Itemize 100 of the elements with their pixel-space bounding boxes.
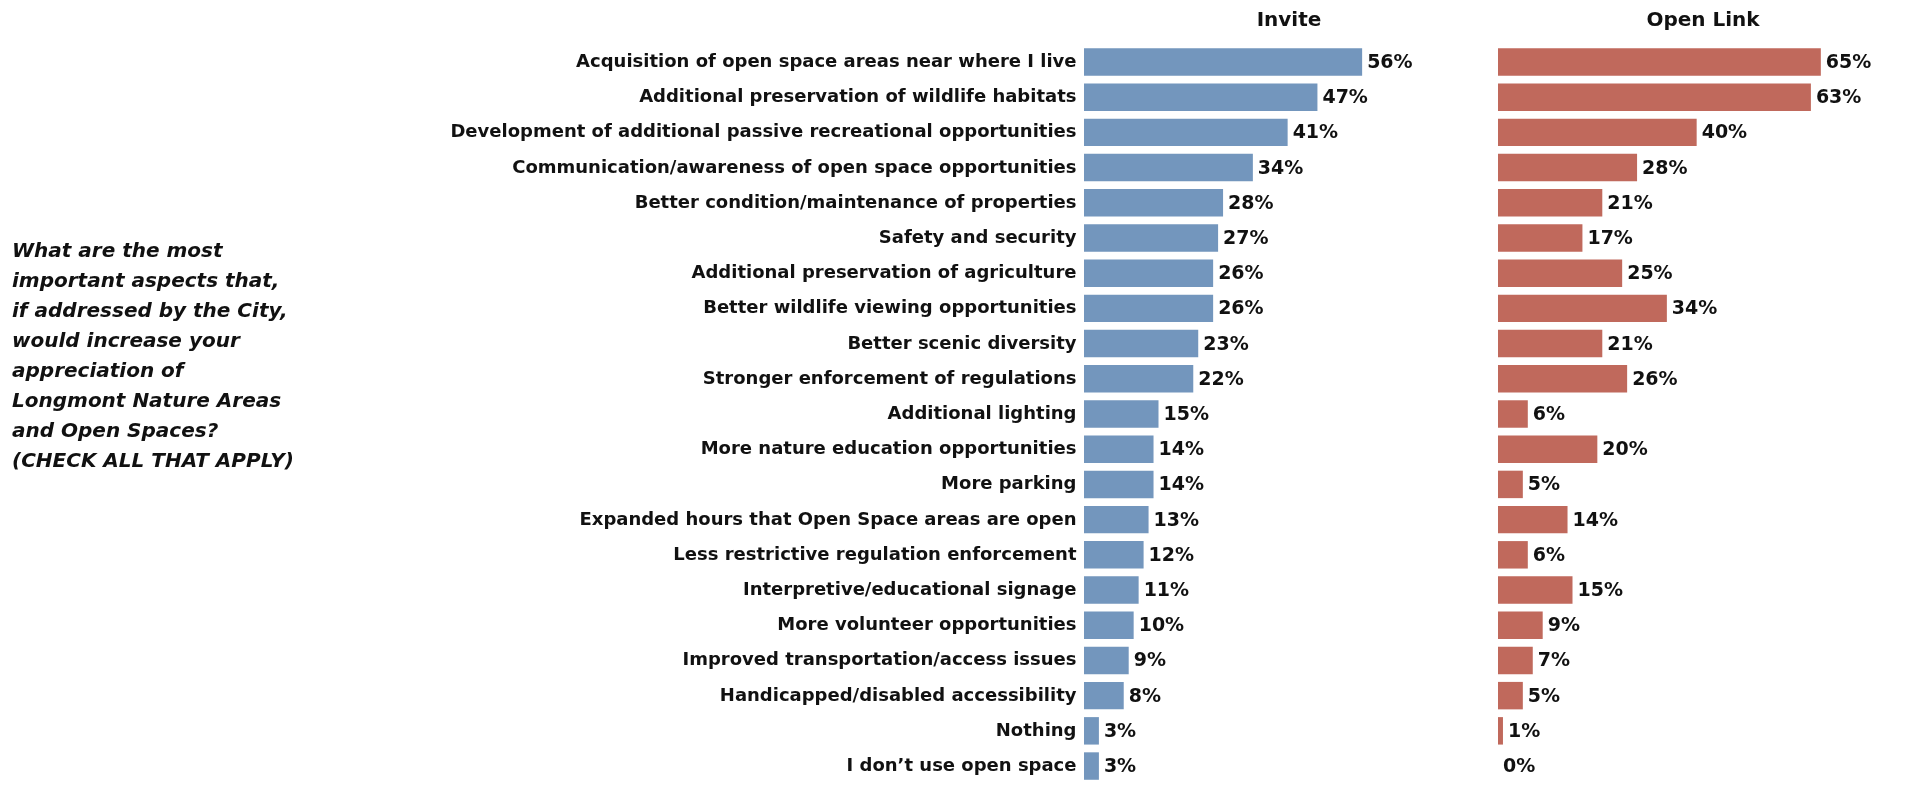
bar [1084,48,1363,76]
y-tick-label: More nature education opportunities [700,437,1077,459]
data-label: 21% [1607,190,1653,213]
bar [1084,294,1214,323]
data-label: 7% [1537,648,1571,671]
data-label: 17% [1587,225,1633,248]
y-tick-label: Better scenic diversity [847,331,1077,353]
bar [1498,259,1623,287]
y-tick-label: Additional preservation of agriculture [691,261,1077,283]
data-label: 8% [1128,683,1161,706]
y-tick-label: Nothing [995,718,1077,740]
data-label: 5% [1527,683,1561,706]
y-tick-label: More volunteer opportunities [777,613,1077,635]
data-label: 6% [1532,402,1566,424]
bar [1498,717,1503,745]
bar [1498,83,1811,111]
bar [1084,400,1159,428]
data-label: 11% [1143,578,1190,601]
chart-title: Open Link [1646,7,1761,31]
bar [1084,611,1134,639]
chart-title: Invite [1256,7,1322,31]
data-label: 47% [1322,85,1368,108]
y-tick-label: Acquisition of open space areas near where I live [576,49,1077,71]
y-tick-label: Additional preservation of wildlife habitats [639,85,1077,107]
data-label: 6% [1532,542,1566,565]
bar [1498,576,1573,604]
bar [1084,435,1154,463]
data-label: 14% [1572,507,1619,530]
bar [1498,505,1568,534]
y-tick-label: Expanded hours that Open Space areas are open [579,507,1077,529]
data-label: 10% [1138,613,1185,636]
y-tick-label: Stronger enforcement of regulations [702,366,1077,388]
bar [1498,118,1697,147]
bar [1084,259,1214,287]
bar [1498,646,1533,675]
data-label: 41% [1292,120,1339,143]
y-tick-label: Better wildlife viewing opportunities [703,296,1077,318]
y-tick-label: Less restrictive regulation enforcement [673,542,1077,564]
bar [1498,224,1583,252]
bar [1498,153,1638,182]
data-label: 23% [1203,331,1249,354]
bar [1084,118,1288,147]
data-label: 34% [1671,296,1718,319]
bar [1084,505,1149,534]
data-label: 28% [1228,190,1274,213]
bar [1498,294,1667,323]
data-label: 27% [1223,225,1269,248]
bar [1498,48,1821,76]
bar [1084,189,1224,217]
y-tick-label: Interpretive/educational signage [742,578,1077,600]
y-axis-title: What are the most important aspects that, if addressed by the City, would increase your appreciation of Longmont Nature Areas and Open Spaces? (CHECK ALL THAT APPLY) [12,237,295,474]
bar [1498,470,1523,499]
bar [1498,365,1628,393]
data-label: 34% [1257,155,1304,178]
y-tick-label: I don’t use open space [846,754,1077,776]
y-tick-label: Handicapped/disabled accessibility [719,683,1077,705]
data-label: 9% [1547,613,1580,636]
data-label: 13% [1153,507,1200,530]
y-tick-label: Improved transportation/access issues [682,648,1077,670]
data-label: 22% [1198,366,1244,389]
y-tick-label: Additional lighting [887,402,1077,423]
bar [1084,470,1154,499]
data-label: 1% [1507,718,1541,741]
bar [1084,681,1124,710]
data-label: 3% [1103,754,1137,777]
data-label: 9% [1133,648,1166,671]
bar [1498,681,1523,710]
data-label: 3% [1103,718,1137,741]
data-label: 21% [1607,331,1653,354]
data-label: 56% [1367,49,1413,72]
y-tick-label: Safety and security [878,225,1077,247]
data-label: 28% [1642,155,1688,178]
data-label: 15% [1577,578,1623,601]
bar [1498,611,1543,639]
y-tick-label: Better condition/maintenance of properties [634,190,1077,212]
data-label: 12% [1148,542,1195,565]
y-tick-label: More parking [941,472,1077,494]
bar [1498,329,1603,358]
data-label: 15% [1163,402,1209,424]
bar [1084,576,1139,604]
bar [1084,646,1129,675]
data-label: 65% [1825,49,1872,72]
bar [1498,189,1603,217]
bar [1498,541,1528,569]
y-tick-label: Communication/awareness of open space opportunities [512,155,1077,177]
bar [1084,224,1219,252]
bar [1084,329,1199,358]
y-tick-label: Development of additional passive recreational opportunities [450,120,1077,142]
data-label: 20% [1602,437,1648,460]
bar [1084,717,1099,745]
data-label: 26% [1218,261,1264,284]
data-label: 63% [1815,85,1862,108]
bar [1084,153,1253,182]
data-label: 25% [1627,261,1673,284]
data-label: 5% [1527,472,1561,495]
data-label: 40% [1701,120,1748,143]
data-label: 26% [1632,366,1678,389]
bar [1498,435,1598,463]
bar [1084,752,1099,780]
data-label: 14% [1158,437,1205,460]
